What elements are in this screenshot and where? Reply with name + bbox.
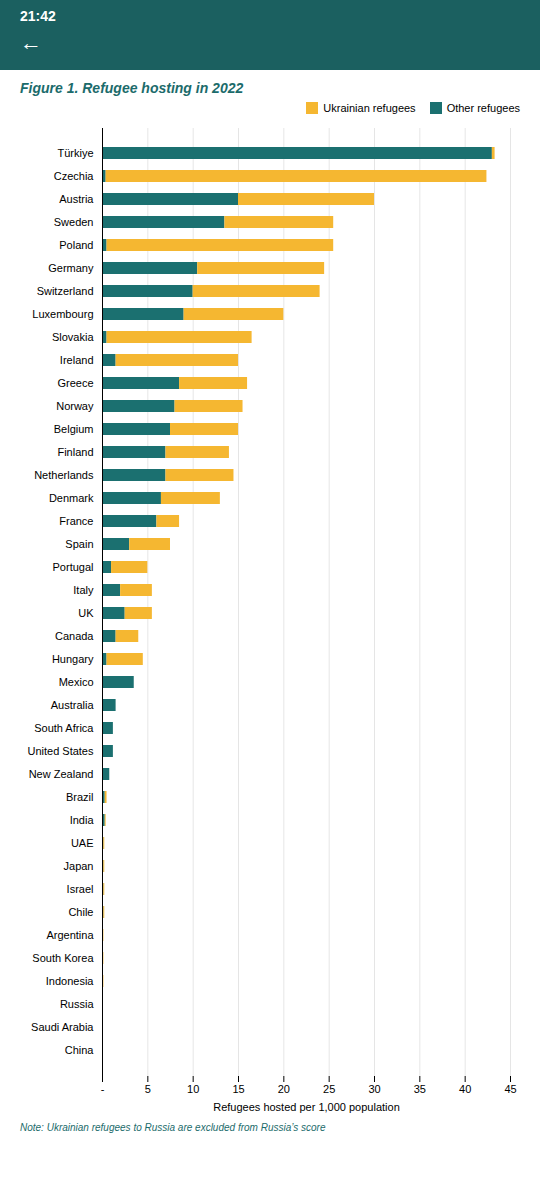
svg-text:Chile: Chile (68, 906, 93, 918)
svg-text:Japan: Japan (64, 860, 94, 872)
svg-text:Israel: Israel (67, 883, 94, 895)
svg-text:Mexico: Mexico (59, 676, 94, 688)
svg-text:-: - (101, 1083, 105, 1095)
html-text:Other refugees: Other refugees (446, 102, 520, 114)
svg-text:Austria: Austria (59, 193, 94, 205)
svg-text:Czechia: Czechia (54, 170, 95, 182)
html-text:Ukrainian refugees: Ukrainian refugees (323, 102, 416, 114)
svg-text:5: 5 (145, 1083, 151, 1095)
svg-text:China: China (65, 1044, 95, 1056)
svg-text:Spain: Spain (65, 538, 93, 550)
svg-text:Luxembourg: Luxembourg (32, 308, 93, 320)
svg-text:India: India (70, 814, 95, 826)
svg-text:Argentina: Argentina (46, 929, 94, 941)
svg-text:Germany: Germany (48, 262, 94, 274)
svg-text:Switzerland: Switzerland (37, 285, 94, 297)
svg-text:Canada: Canada (55, 630, 94, 642)
svg-text:Netherlands: Netherlands (34, 469, 94, 481)
svg-text:Indonesia: Indonesia (46, 975, 95, 987)
html-text:Figure 1. Refugee hosting in 2: Figure 1. Refugee hosting in 2022 (20, 80, 244, 96)
svg-text:Portugal: Portugal (53, 561, 94, 573)
svg-text:10: 10 (187, 1083, 199, 1095)
svg-text:Sweden: Sweden (54, 216, 94, 228)
svg-text:15: 15 (232, 1083, 244, 1095)
svg-text:25: 25 (323, 1083, 335, 1095)
html-text:21:42: 21:42 (20, 8, 56, 24)
svg-text:Australia: Australia (51, 699, 95, 711)
svg-text:France: France (59, 515, 93, 527)
svg-text:Saudi Arabia: Saudi Arabia (31, 1021, 94, 1033)
html-text:Note: Ukrainian refugees to Ru: Note: Ukrainian refugees to Russia are e… (20, 1122, 326, 1133)
svg-text:Türkiye: Türkiye (57, 147, 93, 159)
svg-text:New Zealand: New Zealand (29, 768, 94, 780)
svg-text:UAE: UAE (71, 837, 94, 849)
svg-text:30: 30 (368, 1083, 380, 1095)
svg-text:Greece: Greece (57, 377, 93, 389)
svg-text:Refugees hosted per 1,000 popu: Refugees hosted per 1,000 population (213, 1101, 400, 1113)
svg-text:Italy: Italy (73, 584, 94, 596)
svg-text:40: 40 (459, 1083, 471, 1095)
svg-text:Brazil: Brazil (66, 791, 94, 803)
svg-text:20: 20 (278, 1083, 290, 1095)
svg-text:Denmark: Denmark (49, 492, 94, 504)
svg-text:Finland: Finland (57, 446, 93, 458)
svg-text:South Korea: South Korea (32, 952, 94, 964)
svg-text:Hungary: Hungary (52, 653, 94, 665)
svg-text:UK: UK (78, 607, 94, 619)
svg-text:United States: United States (27, 745, 94, 757)
svg-text:Belgium: Belgium (54, 423, 94, 435)
svg-text:35: 35 (414, 1083, 426, 1095)
svg-text:South Africa: South Africa (34, 722, 94, 734)
svg-text:45: 45 (504, 1083, 516, 1095)
svg-text:Norway: Norway (56, 400, 94, 412)
svg-text:Russia: Russia (60, 998, 95, 1010)
svg-text:Ireland: Ireland (60, 354, 94, 366)
svg-text:Slovakia: Slovakia (52, 331, 94, 343)
svg-text:Poland: Poland (59, 239, 93, 251)
